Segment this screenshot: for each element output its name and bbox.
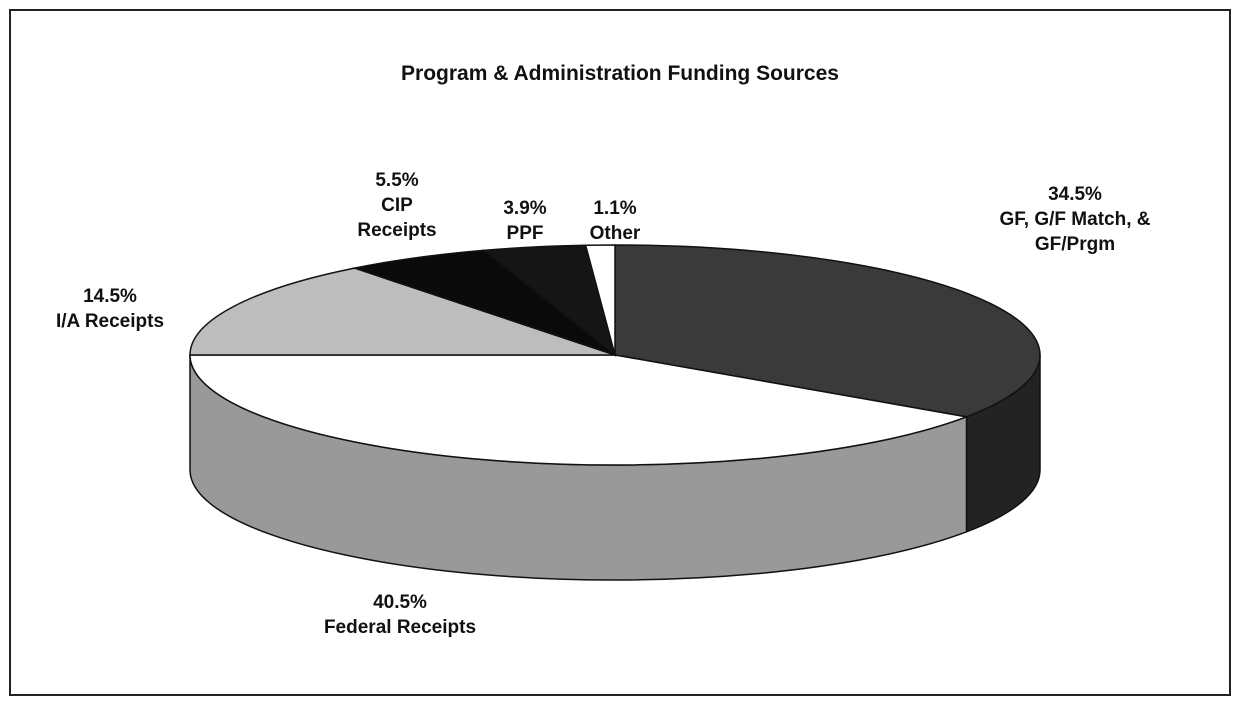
value-label: 14.5% [83,286,137,307]
value-label: 5.5% [375,170,419,191]
slice-label: 34.5% GF, G/F Match, & GF/Prgm [970,182,1180,257]
value-label: 1.1% [593,198,637,219]
pie-slice [189,267,616,356]
slice-label: 14.5% I/A Receipts [20,284,200,334]
slice-label: 3.9% PPF [485,196,565,246]
pie-slice [189,354,970,466]
category-label: CIP Receipts [357,195,437,241]
category-label: GF, G/F Match, & GF/Prgm [999,209,1151,255]
slice-label: 5.5% CIP Receipts [342,168,452,243]
slice-label: 1.1% Other [575,196,655,246]
category-label: Federal Receipts [323,617,477,638]
category-label: PPF [506,223,544,244]
pie-slice [584,244,616,356]
pie-slice [351,249,616,356]
category-label: Other [589,223,641,244]
value-label: 3.9% [503,198,547,219]
value-label: 40.5% [373,592,427,613]
pie-slice [614,244,1041,418]
category-label: I/A Receipts [55,311,165,332]
slice-label: 40.5% Federal Receipts [280,590,520,640]
value-label: 34.5% [1048,184,1102,205]
chart-title: Program & Administration Funding Sources [401,62,839,85]
